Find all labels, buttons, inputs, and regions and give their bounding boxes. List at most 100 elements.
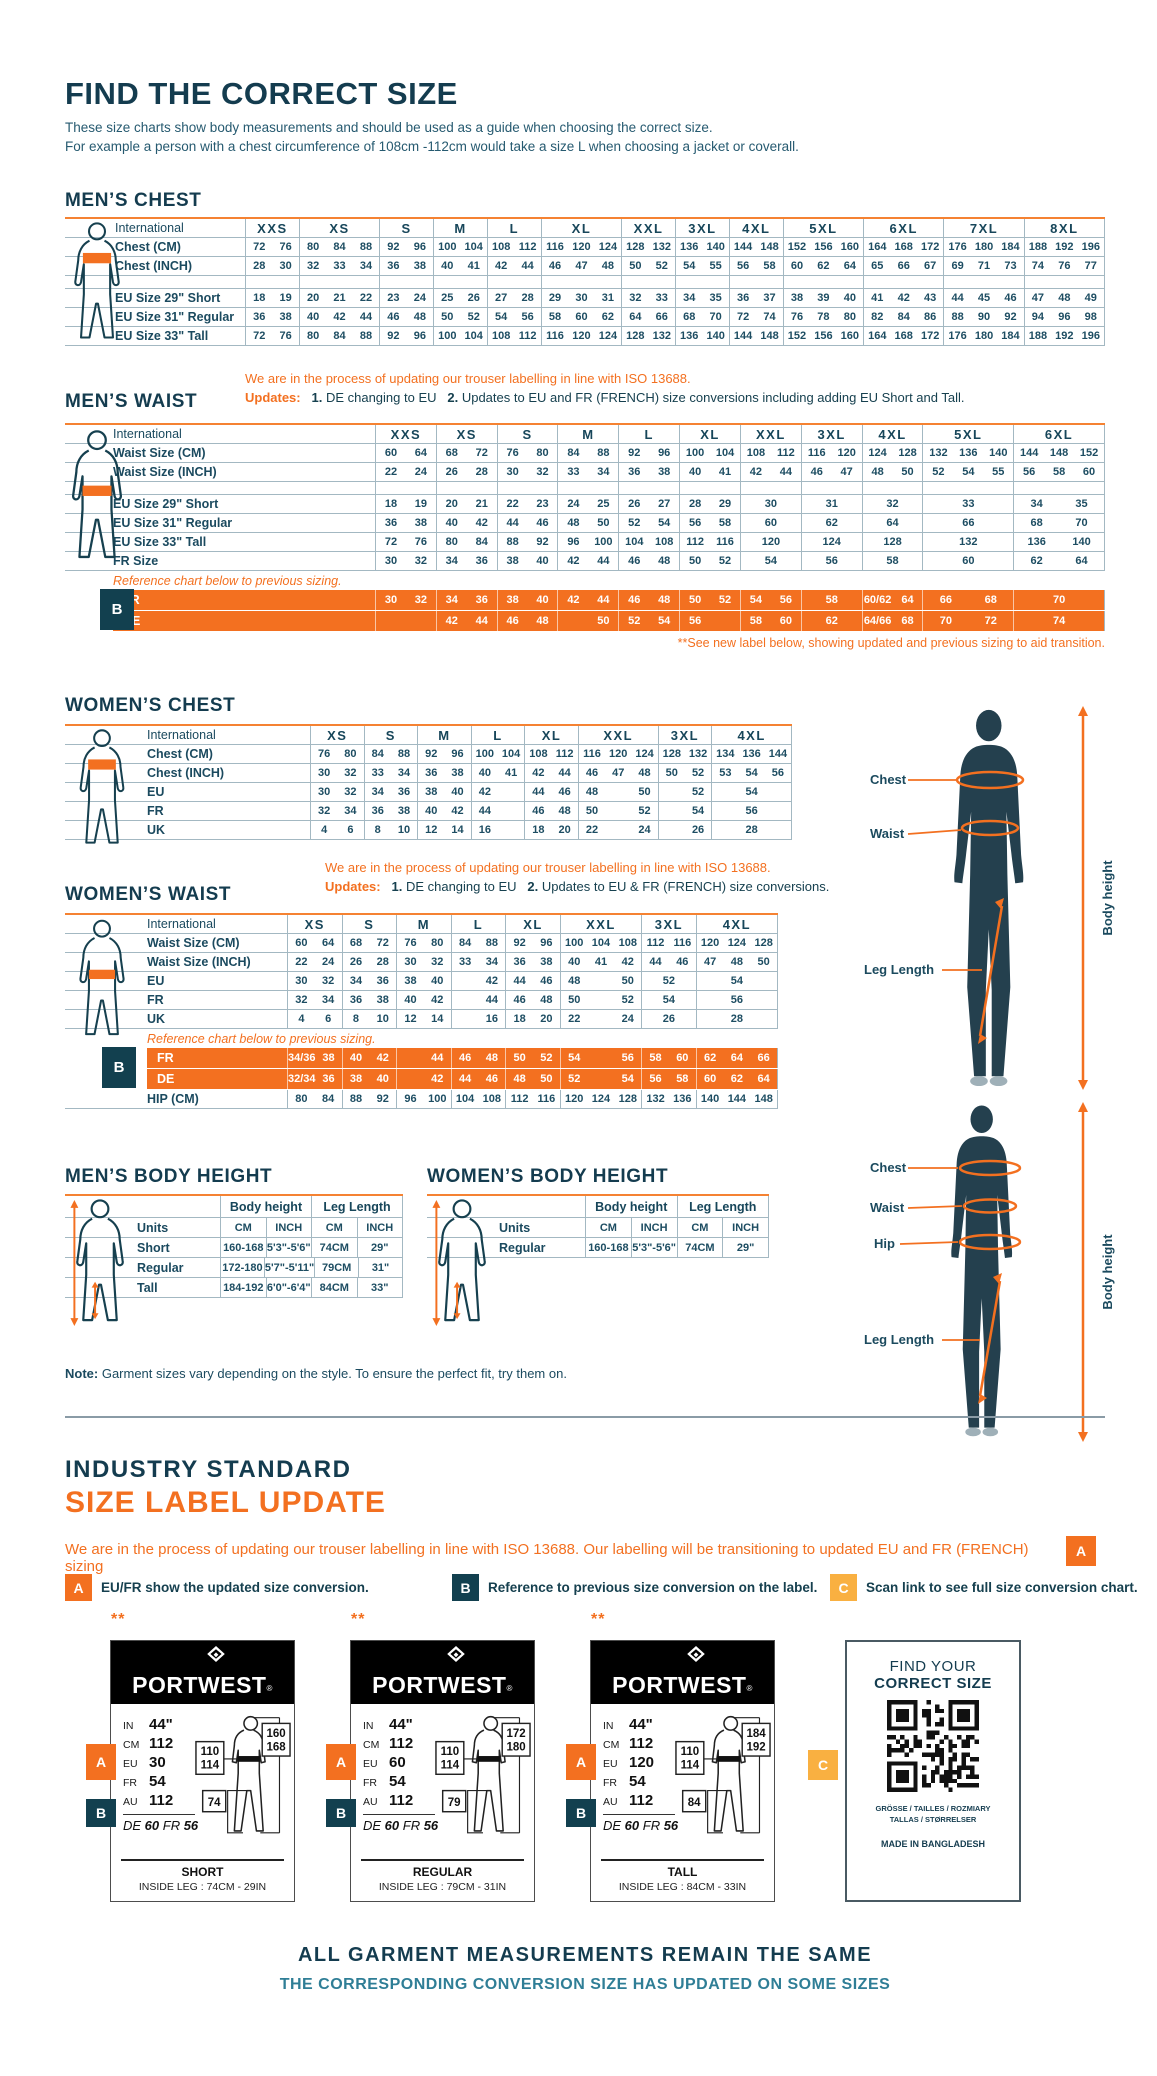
cell-value: 23	[536, 498, 549, 510]
cell-group: 20 21	[435, 495, 497, 513]
cell-group: 32 33 34	[298, 257, 379, 275]
cell-group: 44 46	[641, 953, 696, 971]
cell-group: 42 44	[435, 611, 497, 631]
cell-value: 74	[1052, 615, 1066, 627]
badge-b: B	[566, 1799, 596, 1827]
cell-group: 46 48	[379, 308, 433, 326]
cell-value: 140	[700, 1093, 720, 1105]
size-system: AU	[603, 1796, 618, 1808]
cell-group: 38 40	[396, 972, 451, 990]
cell-value: 46	[536, 517, 549, 529]
cell-value: 104	[464, 241, 483, 253]
cell-group: 176 180 184	[943, 238, 1023, 256]
column-header-international: International	[115, 221, 184, 235]
size-label-update-heading: SIZE LABEL UPDATE	[65, 1486, 386, 1519]
cell-value: 132	[929, 447, 948, 459]
cell-group: 132 136	[641, 1090, 696, 1108]
size-column-header: 4XL	[728, 219, 783, 237]
brand-name: PORTWEST®	[612, 1672, 753, 1698]
cell-group: 32 33	[621, 289, 675, 307]
table-row: Chest (INCH) 30 32 33 34 36 38 40 41 42 44 46 47 48 50…	[65, 764, 793, 783]
cell-value: 42	[621, 956, 634, 968]
cell-value: 40	[431, 975, 444, 987]
cell-group: 50 52	[679, 590, 740, 610]
row-label: EU Size 29" Short	[115, 291, 221, 305]
cell-group: 116 120 124	[577, 745, 658, 763]
cell-value: 54	[495, 311, 508, 323]
cell-value: 48	[658, 555, 671, 567]
cell-group: 64 66	[621, 308, 675, 326]
cell-value: 140	[989, 447, 1008, 459]
section-heading-mens-body-height: MEN’S BODY HEIGHT	[65, 1166, 273, 1187]
cell-value: 88	[359, 241, 373, 253]
cell-value: 136	[680, 330, 699, 342]
units-label: Units	[499, 1220, 531, 1235]
table-row: EU Size 33" Tall 72 76 80 84 88 92 96 100 104 108 1…	[65, 533, 1105, 552]
cell-value: 44	[532, 786, 545, 798]
cell-value: 84	[458, 937, 472, 949]
cell-group: 16	[450, 1010, 506, 1028]
cell-value: 24	[621, 1013, 634, 1025]
cell-value: 58	[886, 555, 899, 567]
cell-value: 72	[253, 330, 266, 342]
cell-group: 33 34	[363, 764, 418, 782]
size-value-row: CM 112	[603, 1735, 675, 1754]
cell-value: 23	[387, 292, 400, 304]
cell-group: 88 90 92	[943, 308, 1023, 326]
cell-value: 68	[683, 311, 696, 323]
size-value-list: IN 44" CM 112 EU 120 FR 54 AU 112 DE 60 FR 56	[603, 1712, 678, 1859]
cell-value: 112	[518, 241, 537, 253]
cell-value: 50	[441, 311, 454, 323]
cell-group: 58	[800, 590, 862, 610]
cell-group: 68 72	[435, 444, 497, 462]
cell-value: 72	[253, 241, 266, 253]
cell-value: 168	[894, 330, 913, 342]
cell-group: 62 64 66	[695, 1048, 779, 1068]
cell-group: 33 34	[450, 953, 506, 971]
row-label: FR Size	[113, 554, 159, 568]
cell-group: 33	[922, 495, 1013, 513]
cell-value: 196	[1081, 241, 1100, 253]
cell-value: 74CM	[676, 1238, 723, 1257]
cell-value: 160	[840, 241, 860, 253]
spacer-cell	[540, 276, 621, 288]
cell-value: 22	[384, 466, 398, 478]
cell-group: 54 56	[486, 308, 541, 326]
size-column-header: M	[557, 425, 618, 443]
cell-value: 56	[649, 1073, 662, 1085]
cell-group: 34 35	[675, 289, 729, 307]
size-value: 30	[149, 1754, 166, 1771]
cell-group: 30 32	[375, 552, 436, 570]
cell-group	[375, 611, 436, 631]
cell-value: 42	[431, 1073, 444, 1085]
cell-value: 29	[718, 498, 732, 510]
legend-item-b: B Reference to previous size conversion …	[452, 1574, 817, 1601]
row-label: FR	[147, 804, 164, 818]
cell-value: 62	[703, 1052, 717, 1064]
row-label: Waist Size (CM)	[113, 446, 206, 460]
cell-value: 71	[977, 260, 991, 272]
size-value-row: FR 54	[363, 1773, 435, 1792]
cell-group: 128	[861, 533, 923, 551]
cell-group: 54 56	[739, 590, 801, 610]
garment-label-regular: ** PORTWEST® IN 44" CM 112 EU 60 FR 54 AU 112 DE 60 …	[326, 1611, 535, 1902]
size-column-header: XXL	[577, 726, 658, 744]
cell-group: 112 116	[679, 533, 740, 551]
cell-value: 192	[1055, 241, 1074, 253]
cell-value: 36	[371, 805, 384, 817]
female-measurement-figure: Chest Waist Hip Leg Length Body height	[830, 1096, 1130, 1448]
row-label: UK	[147, 823, 166, 837]
cell-value: 188	[1028, 241, 1048, 253]
cell-group: 70 72	[922, 611, 1013, 631]
cell-value: 80	[843, 311, 856, 323]
cell-group: 42 44	[486, 257, 541, 275]
cell-group: 32/34 36	[287, 1069, 342, 1089]
cell-group: 42	[396, 1069, 451, 1089]
cell-group: 76 78 80	[782, 308, 863, 326]
cell-value: 54	[662, 994, 676, 1006]
table-row: Chest (CM) 76 80 84 88 92 96 100 104 108 112 116 120…	[65, 745, 793, 764]
label-body: IN 44" CM 112 EU 30 FR 54 AU 112 DE 60 FR 56 110 114…	[111, 1704, 294, 1859]
cell-value: 40	[441, 260, 454, 272]
cell-value: 25	[597, 498, 610, 510]
cell-value: 5'7"-5'11"	[263, 1258, 314, 1277]
